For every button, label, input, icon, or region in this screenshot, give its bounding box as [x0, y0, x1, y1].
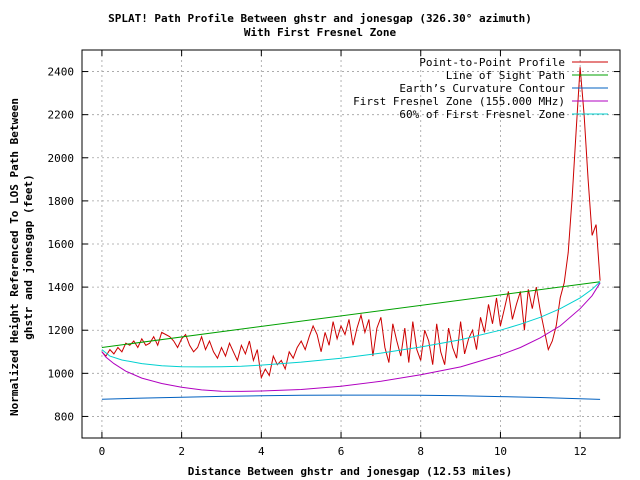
legend-label-point-to-point-profile: Point-to-Point Profile [419, 56, 565, 69]
series-line-60-of-first-fresnel-zone [101, 281, 601, 368]
x-tick-label: 12 [574, 445, 587, 458]
x-tick-label: 0 [99, 445, 106, 458]
series-lines [101, 67, 601, 400]
chart-title: SPLAT! Path Profile Between ghstr and jo… [108, 12, 532, 25]
series-line-earth-s-curvature-contour [101, 394, 601, 400]
x-tick-label: 8 [417, 445, 424, 458]
legend-label-first-fresnel-zone-155-000-mhz: First Fresnel Zone (155.000 MHz) [353, 95, 565, 108]
y-tick-label: 1400 [48, 281, 75, 294]
y-axis-label-line1: Normalized Height Referenced To LOS Path… [8, 98, 21, 416]
x-tick-labels: 0 2 4 6 8 10 12 [99, 445, 587, 458]
legend-label-60-of-first-fresnel-zone: 60% of First Fresnel Zone [399, 108, 565, 121]
x-axis-label: Distance Between ghstr and jonesgap (12.… [188, 465, 513, 478]
series-line-line-of-sight-path [101, 281, 601, 348]
y-tick-labels: 800 1000 1200 1400 1600 1800 2000 2200 2400 [48, 66, 75, 424]
y-tick-label: 2200 [48, 109, 75, 122]
ticks [82, 50, 620, 438]
y-tick-label: 800 [54, 410, 74, 423]
y-tick-label: 1800 [48, 195, 75, 208]
y-tick-label: 1000 [48, 367, 75, 380]
legend-label-earth-s-curvature-contour: Earth’s Curvature Contour [399, 82, 565, 95]
legend-label-line-of-sight-path: Line of Sight Path [446, 69, 565, 82]
series-line-point-to-point-profile [101, 67, 601, 380]
series-line-first-fresnel-zone-155-000-mhz [101, 282, 601, 392]
x-tick-label: 10 [494, 445, 507, 458]
x-tick-label: 6 [338, 445, 345, 458]
y-tick-label: 1600 [48, 238, 75, 251]
y-tick-label: 1200 [48, 324, 75, 337]
y-tick-label: 2000 [48, 152, 75, 165]
y-axis-label-line2: ghstr and jonesgap (feet) [22, 174, 35, 340]
x-tick-label: 4 [258, 445, 265, 458]
x-tick-label: 2 [178, 445, 185, 458]
chart-subtitle: With First Fresnel Zone [244, 26, 397, 39]
y-tick-label: 2400 [48, 66, 75, 79]
